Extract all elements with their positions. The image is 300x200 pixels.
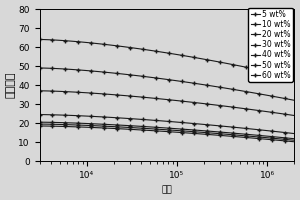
- Line: 10 wt%: 10 wt%: [38, 122, 296, 142]
- 40 wt%: [212, 104, 216, 106]
- 60 wt%: [38, 38, 41, 41]
- 10 wt%: [292, 139, 296, 141]
- 50 wt%: [38, 67, 41, 69]
- 50 wt%: [151, 76, 154, 79]
- 50 wt%: [264, 94, 267, 96]
- 5 wt%: [189, 132, 193, 134]
- 30 wt%: [193, 122, 196, 125]
- Line: 20 wt%: 20 wt%: [38, 120, 296, 141]
- 60 wt%: [292, 76, 296, 79]
- 30 wt%: [38, 113, 41, 116]
- 40 wt%: [189, 101, 193, 103]
- 40 wt%: [38, 90, 41, 92]
- 20 wt%: [38, 121, 41, 123]
- 50 wt%: [189, 82, 193, 84]
- 50 wt%: [202, 84, 206, 86]
- Y-axis label: 介电容数: 介电容数: [6, 72, 16, 98]
- 10 wt%: [193, 131, 196, 133]
- 40 wt%: [264, 110, 267, 113]
- 40 wt%: [193, 101, 196, 104]
- 50 wt%: [292, 99, 296, 102]
- 5 wt%: [151, 129, 154, 132]
- 60 wt%: [193, 56, 196, 59]
- 30 wt%: [292, 132, 296, 135]
- 20 wt%: [292, 138, 296, 140]
- 60 wt%: [264, 70, 267, 72]
- 60 wt%: [212, 60, 216, 62]
- 60 wt%: [189, 56, 193, 58]
- 20 wt%: [264, 135, 267, 137]
- Line: 50 wt%: 50 wt%: [38, 66, 296, 102]
- 20 wt%: [202, 130, 206, 132]
- Line: 60 wt%: 60 wt%: [38, 37, 296, 80]
- 30 wt%: [189, 122, 193, 125]
- 10 wt%: [212, 132, 216, 134]
- 60 wt%: [202, 58, 206, 60]
- 40 wt%: [151, 97, 154, 99]
- 20 wt%: [189, 129, 193, 131]
- 30 wt%: [212, 124, 216, 127]
- 10 wt%: [264, 136, 267, 139]
- 5 wt%: [212, 134, 216, 136]
- 10 wt%: [202, 131, 206, 134]
- 5 wt%: [202, 133, 206, 135]
- Legend: 5 wt%, 10 wt%, 20 wt%, 30 wt%, 40 wt%, 50 wt%, 60 wt%: 5 wt%, 10 wt%, 20 wt%, 30 wt%, 40 wt%, 5…: [248, 8, 293, 82]
- 10 wt%: [151, 128, 154, 130]
- Line: 40 wt%: 40 wt%: [38, 89, 296, 118]
- Line: 5 wt%: 5 wt%: [38, 124, 296, 144]
- 5 wt%: [38, 125, 41, 127]
- 10 wt%: [189, 130, 193, 133]
- 5 wt%: [292, 141, 296, 143]
- Line: 30 wt%: 30 wt%: [38, 112, 296, 136]
- 30 wt%: [264, 129, 267, 132]
- 50 wt%: [212, 85, 216, 87]
- 20 wt%: [212, 130, 216, 133]
- 20 wt%: [151, 126, 154, 128]
- 5 wt%: [193, 132, 196, 135]
- 5 wt%: [264, 138, 267, 140]
- 50 wt%: [193, 82, 196, 85]
- 30 wt%: [151, 119, 154, 121]
- 40 wt%: [292, 114, 296, 117]
- 30 wt%: [202, 123, 206, 126]
- 20 wt%: [193, 129, 196, 131]
- 60 wt%: [151, 49, 154, 52]
- X-axis label: 頻率: 頻率: [162, 185, 172, 194]
- 40 wt%: [202, 102, 206, 105]
- 10 wt%: [38, 123, 41, 125]
